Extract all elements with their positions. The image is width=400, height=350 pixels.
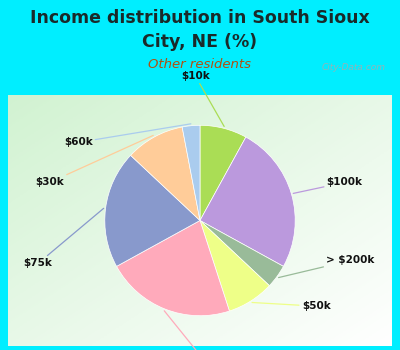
Wedge shape <box>200 220 269 311</box>
Text: $10k: $10k <box>181 71 224 126</box>
Text: Other residents: Other residents <box>148 58 252 71</box>
Wedge shape <box>182 125 200 220</box>
Text: $30k: $30k <box>35 135 153 187</box>
Wedge shape <box>105 155 200 266</box>
Text: $50k: $50k <box>252 301 330 311</box>
Text: City-Data.com: City-Data.com <box>322 63 386 72</box>
Text: $100k: $100k <box>293 177 363 194</box>
Wedge shape <box>200 137 295 266</box>
Text: $75k: $75k <box>24 208 104 268</box>
Wedge shape <box>116 220 230 316</box>
Text: > $200k: > $200k <box>278 256 375 278</box>
Wedge shape <box>200 220 284 286</box>
Wedge shape <box>131 127 200 220</box>
Text: $60k: $60k <box>64 124 191 147</box>
Text: City, NE (%): City, NE (%) <box>142 33 258 51</box>
Wedge shape <box>200 125 246 220</box>
Text: Income distribution in South Sioux: Income distribution in South Sioux <box>30 9 370 27</box>
Text: $150k: $150k <box>164 311 232 350</box>
